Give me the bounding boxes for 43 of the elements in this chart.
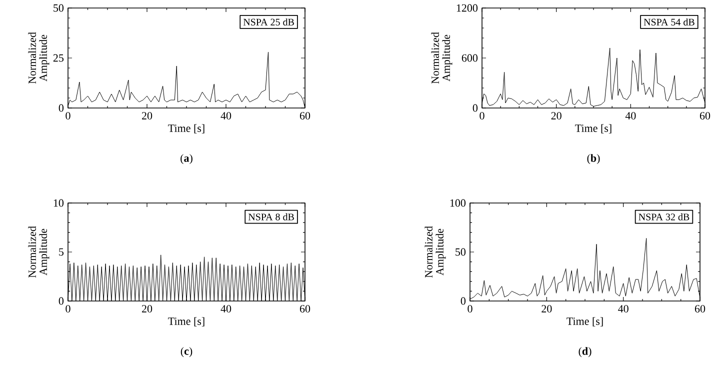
x-tick-label: 60 — [694, 305, 706, 312]
y-tick-label: 25 — [53, 54, 64, 62]
text: (a) — [180, 154, 192, 164]
y-tick-label: 0 — [460, 297, 466, 305]
x-tick-label: 40 — [618, 305, 628, 312]
y-tick-label: 50 — [456, 248, 466, 256]
x-tick-label: 40 — [625, 112, 636, 120]
x-tick-label: 60 — [300, 112, 310, 120]
x-tick-label: 40 — [220, 112, 232, 120]
y-tick-label: 100 — [450, 199, 466, 207]
x-tick-label: 20 — [542, 305, 552, 312]
x-tick-label: 0 — [480, 112, 484, 120]
x-tick-label: 0 — [66, 112, 70, 120]
text: (c) — [180, 347, 192, 358]
y-tick-label: 50 — [54, 4, 64, 12]
annotation: NSPA 8 dB — [248, 213, 294, 220]
x-tick-label: 60 — [700, 112, 710, 120]
y-tick-label: 10 — [54, 199, 64, 207]
x-tick-label: 20 — [551, 112, 562, 120]
y-tick-label: 0 — [58, 297, 64, 305]
annotation: NSPA 32 dB — [638, 213, 690, 220]
y-axis-title: Normalized Amplitude — [431, 32, 452, 84]
y-tick-label: 0 — [472, 104, 478, 112]
x-axis-title: Time [s] — [168, 124, 204, 134]
y-axis-title: Normalized Amplitude — [424, 226, 446, 278]
x-axis-title: Time [s] — [168, 317, 204, 326]
annotation: NSPA 54 dB — [644, 18, 694, 26]
x-tick-label: 0 — [66, 305, 70, 312]
x-tick-label: 20 — [142, 305, 152, 312]
annotation: NSPA 25 dB — [243, 18, 294, 26]
x-tick-label: 40 — [220, 305, 232, 312]
x-tick-label: 60 — [300, 305, 310, 312]
text: (b) — [587, 154, 600, 164]
y-tick-label: 600 — [462, 54, 478, 62]
x-axis-title: Time [s] — [575, 124, 612, 134]
y-axis-title: Normalized Amplitude — [28, 226, 50, 278]
text: (d) — [578, 347, 592, 358]
x-axis-title: Time [s] — [566, 317, 603, 326]
y-tick-label: 5 — [59, 248, 64, 256]
y-axis-title: Normalized Amplitude — [28, 32, 50, 84]
y-tick-label: 1200 — [456, 4, 478, 12]
x-tick-label: 20 — [142, 112, 152, 120]
y-tick-label: 0 — [58, 104, 64, 112]
